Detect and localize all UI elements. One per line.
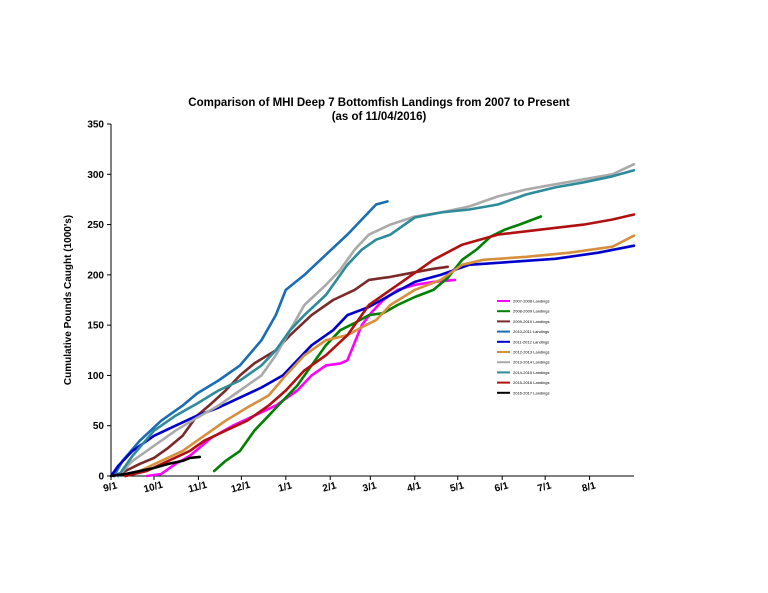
- y-tick-label: 350: [87, 120, 104, 131]
- series-line-2: [112, 265, 449, 478]
- x-tick-label: 2/1: [321, 480, 338, 494]
- x-tick-label: 4/1: [406, 480, 423, 494]
- chart-title: Comparison of MHI Deep 7 Bottomfish Land…: [188, 97, 570, 109]
- legend-label: 2007-2008 Landings: [513, 299, 549, 304]
- y-tick-label: 150: [87, 321, 104, 332]
- y-tick-label: 300: [87, 170, 104, 181]
- x-tick-label: 3/1: [362, 480, 379, 494]
- y-tick-label: 100: [87, 371, 104, 382]
- series-line-4: [109, 244, 636, 478]
- y-tick-label: 50: [93, 421, 105, 432]
- legend-label: 2009-2010 Landings: [513, 319, 549, 324]
- x-tick-label: 5/1: [449, 480, 466, 494]
- chart-subtitle: (as of 11/04/2016): [332, 111, 427, 123]
- series-line-9: [109, 455, 202, 478]
- x-tick-label: 10/1: [143, 480, 165, 496]
- x-tick-label: 6/1: [493, 480, 510, 494]
- series-line-7: [116, 169, 636, 478]
- legend-label: 2011-2012 Landings: [513, 339, 549, 344]
- legend-label: 2015-2016 Landings: [513, 380, 549, 385]
- legend-label: 2008-2009 Landings: [513, 309, 549, 314]
- x-tick-label: 1/1: [277, 480, 294, 494]
- legend-label: 2014-2015 Landings: [513, 370, 549, 375]
- series-line-8: [124, 213, 636, 478]
- y-axis-label: Cumulative Pounds Caught (1000's): [63, 215, 74, 385]
- legend: 2007-2008 Landings 2008-2009 Landings 2009…: [497, 299, 549, 395]
- y-tick-label: 0: [98, 472, 104, 483]
- x-tick-label: 8/1: [581, 480, 598, 494]
- series-line-5: [124, 234, 636, 478]
- y-tick-label: 250: [87, 220, 104, 231]
- legend-label: 2016-2017 Landings: [513, 390, 549, 395]
- legend-label: 2012-2013 Landings: [513, 350, 549, 355]
- x-tick-label: 11/1: [187, 480, 209, 496]
- x-tick-label: 12/1: [230, 480, 252, 496]
- y-tick-label: 200: [87, 270, 104, 281]
- x-tick-label: 7/1: [536, 480, 553, 494]
- series-line-6: [116, 162, 636, 478]
- x-tick-label: 9/1: [102, 480, 119, 494]
- series-line-3: [112, 200, 389, 478]
- legend-label: 2010-2011 Landings: [513, 329, 549, 334]
- series-line-1: [212, 215, 543, 473]
- axes: 0 50 100 150 200 250 300 350 9/1 10/1 11/1 12/1 1/1 2…: [87, 120, 634, 496]
- legend-label: 2013-2014 Landings: [513, 360, 549, 365]
- series-layer: [109, 162, 636, 478]
